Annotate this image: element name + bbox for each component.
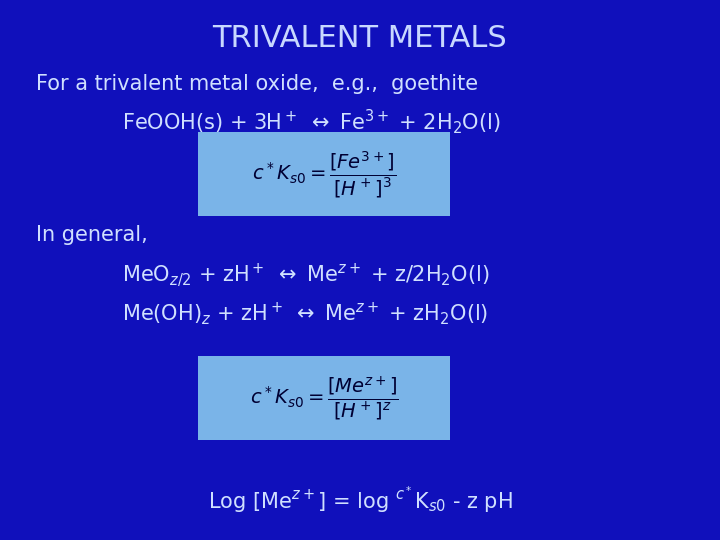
Text: MeO$_{z/2}$ + zH$^+$ $\leftrightarrow$ Me$^{z+}$ + z/2H$_2$O(l): MeO$_{z/2}$ + zH$^+$ $\leftrightarrow$ M… [122,262,490,289]
Text: Me(OH)$_z$ + zH$^+$ $\leftrightarrow$ Me$^{z+}$ + zH$_2$O(l): Me(OH)$_z$ + zH$^+$ $\leftrightarrow$ Me… [122,300,489,327]
Text: FeOOH(s) + 3H$^+$ $\leftrightarrow$ Fe$^{3+}$ + 2H$_2$O(l): FeOOH(s) + 3H$^+$ $\leftrightarrow$ Fe$^… [122,107,501,136]
Bar [198,356,450,440]
Text: Log [Me$^{z+}$] = log $^{c^*}$K$_{s0}$ - z pH: Log [Me$^{z+}$] = log $^{c^*}$K$_{s0}$ -… [207,484,513,515]
Text: $c^* K_{s0} = \dfrac{[Me^{z+}]}{[H^+]^z}$: $c^* K_{s0} = \dfrac{[Me^{z+}]}{[H^+]^z}… [250,374,398,423]
Text: For a trivalent metal oxide,  e.g.,  goethite: For a trivalent metal oxide, e.g., goeth… [36,73,478,94]
Text: TRIVALENT METALS: TRIVALENT METALS [212,24,508,53]
Bar [198,132,450,216]
Text: In general,: In general, [36,225,148,245]
Text: $c^* K_{s0} = \dfrac{[Fe^{3+}]}{[H^+]^3}$: $c^* K_{s0} = \dfrac{[Fe^{3+}]}{[H^+]^3}… [252,149,396,200]
